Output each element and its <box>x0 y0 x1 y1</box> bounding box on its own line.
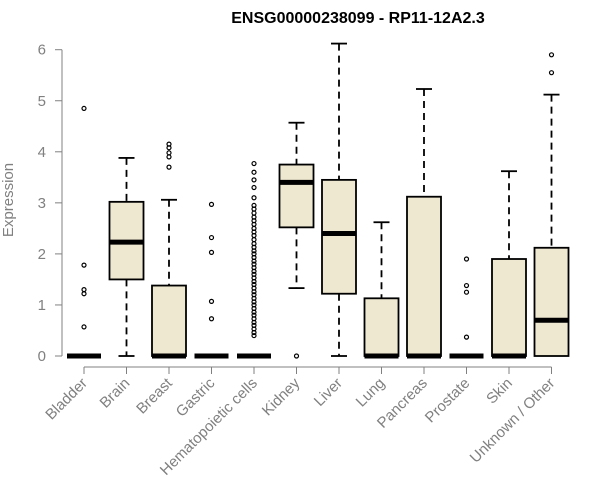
outlier-point <box>251 177 257 183</box>
outlier-point <box>463 334 470 340</box>
box-4 <box>194 201 229 359</box>
box-body <box>533 246 570 357</box>
outlier-point <box>251 169 257 175</box>
y-tick-label: 1 <box>38 297 46 314</box>
outlier-point <box>208 234 215 241</box>
outlier-point <box>81 324 87 330</box>
y-tick-label: 3 <box>38 195 46 212</box>
chart-title: ENSG00000238099 - RP11-12A2.3 <box>231 10 485 27</box>
outlier-point <box>293 353 300 359</box>
outlier-point <box>166 145 172 151</box>
box-1 <box>67 105 101 359</box>
x-tick-label: Lung <box>353 375 389 411</box>
outlier-point <box>251 332 257 339</box>
outlier-point <box>166 164 172 170</box>
outlier-point <box>251 268 257 274</box>
outlier-point <box>251 195 257 201</box>
x-tick-label: Brain <box>97 375 134 412</box>
outlier-point <box>548 70 555 76</box>
x-tick-label: Prostate <box>422 375 474 427</box>
outlier-point <box>251 319 257 325</box>
box-12 <box>533 52 570 357</box>
outlier-point <box>81 105 87 112</box>
outlier-point <box>251 258 257 264</box>
outlier-point <box>251 278 257 285</box>
y-axis-label: Expression <box>0 163 17 237</box>
outlier-point <box>251 309 257 315</box>
y-axis: 0 1 2 3 4 5 6 <box>38 42 63 365</box>
outlier-point <box>166 154 172 160</box>
outlier-point <box>251 329 257 336</box>
box-7 <box>321 42 357 357</box>
box-10 <box>449 256 484 359</box>
outlier-point <box>81 291 87 297</box>
outlier-point <box>463 282 470 289</box>
outlier-point <box>251 237 257 243</box>
outlier-point <box>251 184 257 191</box>
y-tick-label: 6 <box>38 42 46 59</box>
x-tick-label: Skin <box>483 375 516 408</box>
box-2 <box>108 157 145 357</box>
outlier-point <box>166 150 172 156</box>
outlier-point <box>208 249 215 255</box>
box-5 <box>237 160 271 359</box>
outlier-point <box>251 248 257 254</box>
x-tick-label: Bladder <box>42 375 91 424</box>
x-tick-label: Kidney <box>259 374 304 419</box>
outlier-point <box>208 316 215 322</box>
box-6 <box>278 121 315 359</box>
outlier-point <box>548 52 555 58</box>
box-3 <box>151 141 187 359</box>
box-body <box>151 284 187 357</box>
box-body <box>363 297 400 357</box>
box-body <box>278 163 315 229</box>
outlier-point <box>251 160 257 167</box>
box-8 <box>363 221 400 359</box>
y-tick-label: 4 <box>38 144 46 161</box>
box-11 <box>491 170 527 359</box>
box-body <box>406 195 442 357</box>
x-tick-label: Liver <box>311 375 346 410</box>
outlier-point <box>251 210 257 216</box>
outlier-point <box>463 289 470 295</box>
box-body <box>321 178 357 295</box>
y-tick-label: 5 <box>38 93 46 110</box>
y-tick-label: 2 <box>38 246 46 263</box>
outlier-point <box>251 289 257 295</box>
box-body <box>491 258 527 357</box>
boxes-group <box>67 42 570 359</box>
x-tick-label: Breast <box>133 374 176 417</box>
outlier-point <box>81 262 87 268</box>
outlier-point <box>251 299 257 305</box>
outlier-point <box>208 298 215 304</box>
outlier-point <box>208 201 215 207</box>
y-tick-label: 0 <box>38 348 46 365</box>
box-9 <box>406 88 442 359</box>
outlier-point <box>81 287 87 293</box>
outlier-point <box>463 256 470 262</box>
